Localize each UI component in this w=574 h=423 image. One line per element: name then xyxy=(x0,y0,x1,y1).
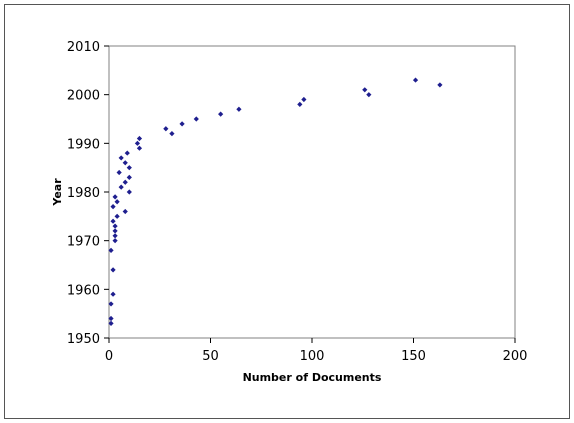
plot-area xyxy=(108,45,516,339)
data-point xyxy=(114,213,120,219)
x-tick-label: 150 xyxy=(401,349,426,364)
data-point xyxy=(179,121,185,127)
data-point xyxy=(112,194,118,200)
data-point xyxy=(108,301,114,307)
y-tick-label: 2000 xyxy=(67,89,100,104)
data-point xyxy=(108,247,114,253)
data-point xyxy=(108,320,114,326)
data-point xyxy=(110,218,116,224)
data-point xyxy=(136,145,143,151)
data-point xyxy=(362,87,368,93)
x-tick-label: 200 xyxy=(503,349,528,364)
plot-border xyxy=(108,45,516,339)
data-point xyxy=(112,238,118,244)
y-tick-label: 1970 xyxy=(67,235,100,250)
data-point xyxy=(236,106,242,112)
data-point xyxy=(126,189,132,195)
data-point xyxy=(112,223,118,229)
data-point xyxy=(126,174,132,180)
data-point xyxy=(366,92,372,98)
data-point xyxy=(118,155,124,161)
y-tick-label: 1950 xyxy=(67,332,100,347)
data-point xyxy=(163,126,169,132)
data-point xyxy=(116,169,122,176)
x-tick-label: 50 xyxy=(202,349,219,364)
data-point xyxy=(301,96,307,103)
data-point xyxy=(124,150,130,156)
y-tick-label: 1960 xyxy=(67,283,100,298)
y-tick-label: 1990 xyxy=(67,137,100,152)
data-point xyxy=(118,184,124,190)
data-point xyxy=(169,131,175,137)
data-point xyxy=(122,179,128,185)
y-tick-label: 1980 xyxy=(67,186,100,201)
data-points xyxy=(108,77,443,326)
data-point xyxy=(134,140,141,146)
x-tick-label: 0 xyxy=(105,349,113,364)
data-point xyxy=(136,135,143,142)
data-point xyxy=(114,199,120,205)
data-point xyxy=(437,82,443,88)
data-point xyxy=(112,228,118,234)
data-point xyxy=(112,233,118,239)
axis-ticks: 1950 1960 1970 1980 1990 2000 2010 0 50 100 150 200 xyxy=(67,40,528,364)
data-point xyxy=(412,77,419,83)
y-tick-label: 2010 xyxy=(67,40,100,55)
data-point xyxy=(108,315,114,322)
data-point xyxy=(110,204,116,210)
data-point xyxy=(126,165,132,171)
x-axis-title: Number of Documents xyxy=(243,371,382,384)
data-point xyxy=(297,101,303,107)
x-tick-label: 100 xyxy=(300,349,325,364)
data-point xyxy=(218,111,224,117)
data-point xyxy=(122,160,128,166)
data-point xyxy=(110,267,116,273)
chart-frame xyxy=(4,4,570,419)
data-point xyxy=(122,208,128,215)
data-point xyxy=(193,116,199,122)
data-point xyxy=(110,291,116,297)
y-axis-title: Year xyxy=(51,178,64,207)
